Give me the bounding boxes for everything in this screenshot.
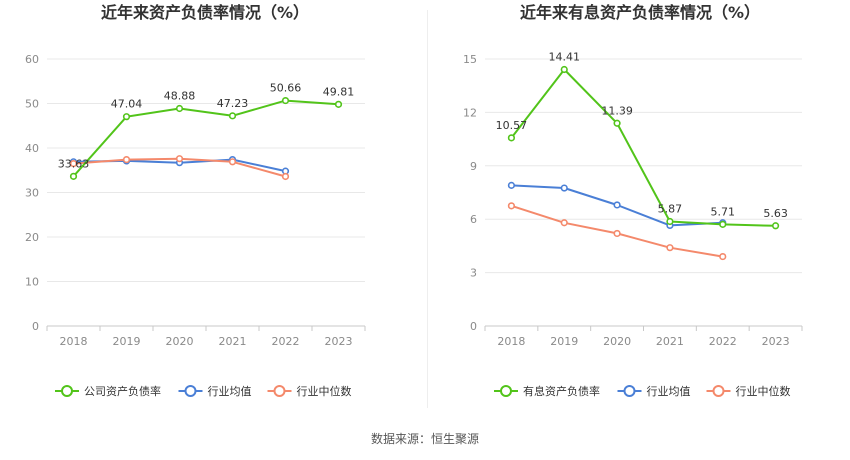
x-tick-label: 2018 xyxy=(60,335,88,348)
data-point xyxy=(228,112,237,120)
x-tick-label: 2020 xyxy=(166,335,194,348)
data-label: 47.04 xyxy=(111,98,143,111)
legend-label: 有息资产负债率 xyxy=(523,384,600,398)
x-tick-label: 2021 xyxy=(656,335,684,348)
chart-title: 近年来资产负债率情况（%） xyxy=(101,3,309,22)
x-tick-label: 2019 xyxy=(550,335,578,348)
y-tick-label: 3 xyxy=(470,267,477,280)
y-tick-label: 0 xyxy=(32,320,39,333)
data-label: 48.88 xyxy=(164,89,196,102)
y-tick-label: 40 xyxy=(25,142,39,155)
data-point xyxy=(771,222,780,230)
legend-item-2: 行业中位数 xyxy=(267,384,352,398)
x-tick-label: 2019 xyxy=(113,335,141,348)
data-point xyxy=(281,172,290,181)
data-point xyxy=(613,119,621,127)
x-tick-label: 2022 xyxy=(272,335,300,348)
data-label: 5.71 xyxy=(711,205,736,218)
data-point xyxy=(560,65,568,74)
data-point xyxy=(507,202,516,210)
data-label: 14.41 xyxy=(549,51,581,64)
data-point xyxy=(560,219,568,227)
data-label: 11.39 xyxy=(601,104,633,117)
data-source: 数据来源：恒生聚源 xyxy=(371,431,479,446)
legend-item-2: 行业中位数 xyxy=(706,384,791,398)
x-tick-label: 2022 xyxy=(709,335,737,348)
asset-liability-chart: 近年来资产负债率情况（%） 0 10 20 30 40 50 60 2018 2019 2020 20… xyxy=(25,3,366,398)
legend-marker xyxy=(623,385,636,397)
data-point xyxy=(507,134,516,142)
legend-label: 行业中位数 xyxy=(297,384,352,398)
legend-label: 行业均值 xyxy=(208,385,252,398)
footer: 数据来源：恒生聚源 xyxy=(371,431,479,446)
legend-marker xyxy=(61,385,73,397)
data-point xyxy=(122,155,131,164)
data-point xyxy=(281,96,290,105)
interest-bearing-liability-chart: 近年来有息资产负债率情况（%） 0 3 6 9 12 15 2018 2019 2020 2021 2… xyxy=(463,3,803,398)
series-line-0 xyxy=(510,68,776,227)
data-point xyxy=(175,104,184,113)
y-tick-label: 0 xyxy=(470,320,477,333)
data-point xyxy=(560,184,568,192)
legend-item-0: 有息资产负债率 xyxy=(494,384,600,398)
data-point xyxy=(613,201,621,209)
y-tick-label: 6 xyxy=(470,213,477,226)
legend-item-1: 行业均值 xyxy=(617,385,691,398)
y-tick-label: 50 xyxy=(25,98,39,111)
x-tick-label: 2020 xyxy=(603,335,631,348)
x-tick-label: 2018 xyxy=(497,335,525,348)
panel-divider xyxy=(427,10,428,408)
y-tick-label: 12 xyxy=(463,106,477,119)
data-point xyxy=(666,244,674,252)
y-tick-label: 15 xyxy=(463,53,477,66)
data-point xyxy=(228,158,237,166)
data-point xyxy=(175,155,184,163)
y-tick-label: 9 xyxy=(470,160,477,173)
legend-item-0: 公司资产负债率 xyxy=(55,384,161,398)
data-label: 47.23 xyxy=(217,97,249,110)
data-point xyxy=(334,100,343,108)
data-label: 33.63 xyxy=(58,157,90,170)
data-point xyxy=(719,220,727,228)
data-label: 5.87 xyxy=(658,203,683,216)
y-tick-label: 20 xyxy=(25,231,39,244)
y-tick-label: 60 xyxy=(25,53,39,66)
series-line-0 xyxy=(72,99,339,177)
data-point xyxy=(666,217,674,226)
legend-item-1: 行业均值 xyxy=(178,385,252,398)
x-tick-label: 2023 xyxy=(762,335,790,348)
data-point xyxy=(122,113,131,121)
legend-marker xyxy=(500,385,512,397)
legend-marker xyxy=(273,385,286,397)
data-point xyxy=(69,159,78,168)
data-point xyxy=(507,181,516,189)
legend-marker xyxy=(712,385,725,397)
legend-label: 行业均值 xyxy=(647,385,691,398)
data-label: 5.63 xyxy=(763,207,788,220)
legend-label: 行业中位数 xyxy=(736,384,791,398)
y-tick-label: 10 xyxy=(25,276,39,289)
x-tick-label: 2021 xyxy=(219,335,247,348)
data-point xyxy=(719,252,727,261)
data-label: 50.66 xyxy=(270,82,302,95)
x-tick-label: 2023 xyxy=(325,335,353,348)
data-point xyxy=(613,229,621,238)
legend-label: 公司资产负债率 xyxy=(84,384,161,398)
y-tick-label: 30 xyxy=(25,187,39,200)
legend-marker xyxy=(184,385,197,397)
chart-title: 近年来有息资产负债率情况（%） xyxy=(520,3,760,22)
data-label: 49.81 xyxy=(323,85,355,98)
data-point xyxy=(69,172,78,180)
data-label: 10.57 xyxy=(496,119,528,132)
